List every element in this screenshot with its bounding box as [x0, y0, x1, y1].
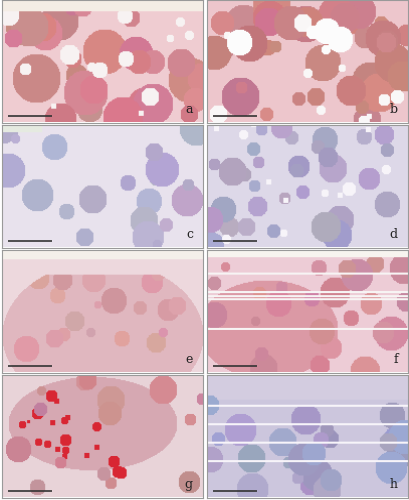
- Text: d: d: [389, 228, 397, 241]
- Text: f: f: [392, 354, 397, 366]
- Text: e: e: [185, 354, 192, 366]
- Text: c: c: [185, 228, 192, 241]
- Text: b: b: [389, 104, 397, 117]
- Text: g: g: [184, 478, 192, 492]
- Text: h: h: [389, 478, 397, 492]
- Text: a: a: [185, 104, 192, 117]
